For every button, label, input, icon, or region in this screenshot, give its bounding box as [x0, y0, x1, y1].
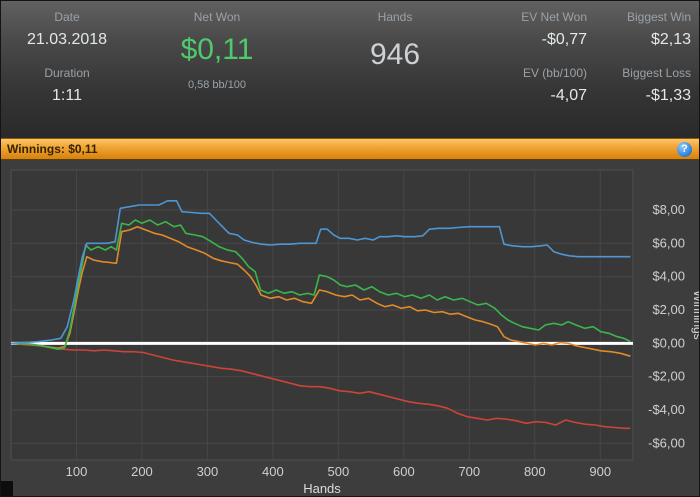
date-label: Date: [54, 10, 80, 24]
chart-panel: $8,00 $6,00 $4,00 $2,00 $0,00 -$2,00 -$4,00 -$6…: [1, 160, 700, 496]
net-won-label: Net Won: [193, 10, 241, 24]
ev-column: EV Net Won -$0,77 EV (bb/100) -4,07: [489, 1, 587, 138]
svg-text:100: 100: [66, 464, 88, 479]
svg-text:300: 300: [197, 464, 219, 479]
ev-biggest-group: EV Net Won -$0,77 EV (bb/100) -4,07 Bigg…: [489, 1, 699, 138]
svg-text:$0,00: $0,00: [652, 335, 685, 350]
winnings-section-header[interactable]: Winnings: $0,11 ?: [1, 138, 699, 160]
help-icon[interactable]: ?: [677, 142, 692, 157]
biggest-loss-label: Biggest Loss: [622, 66, 691, 80]
svg-text:-$2,00: -$2,00: [648, 369, 685, 384]
net-won-column: Net Won $0,11 0,58 bb/100: [133, 1, 301, 138]
svg-text:200: 200: [131, 464, 153, 479]
svg-text:Winnings: Winnings: [691, 290, 700, 339]
svg-text:800: 800: [524, 464, 546, 479]
winnings-section-label: Winnings: $0,11: [7, 142, 98, 156]
svg-text:-$6,00: -$6,00: [648, 435, 685, 450]
ev-bb100-value: -4,07: [550, 87, 587, 104]
winnings-chart: $8,00 $6,00 $4,00 $2,00 $0,00 -$2,00 -$4,00 -$6…: [10, 169, 700, 496]
net-won-bb100: 0,58 bb/100: [187, 79, 247, 91]
date-value: 21.03.2018: [26, 31, 108, 48]
stats-header: Date 21.03.2018 Duration 1:11 Net Won $0…: [1, 1, 699, 138]
ev-bb100-label: EV (bb/100): [522, 66, 587, 80]
svg-text:500: 500: [328, 464, 350, 479]
ev-net-won-value: -$0,77: [541, 31, 587, 48]
biggest-win-value: $2,13: [650, 31, 691, 48]
biggest-win-label: Biggest Win: [626, 10, 691, 24]
date-duration-column: Date 21.03.2018 Duration 1:11: [1, 1, 133, 138]
svg-text:600: 600: [393, 464, 415, 479]
hands-value: 946: [369, 38, 421, 71]
svg-text:400: 400: [262, 464, 284, 479]
window-corner: [1, 481, 13, 496]
svg-text:900: 900: [589, 464, 611, 479]
svg-text:$2,00: $2,00: [652, 302, 685, 317]
ev-net-won-label: EV Net Won: [521, 10, 587, 24]
svg-text:700: 700: [458, 464, 480, 479]
svg-text:$6,00: $6,00: [652, 235, 685, 250]
svg-text:Hands: Hands: [303, 481, 341, 496]
biggest-loss-value: -$1,33: [645, 87, 691, 104]
svg-text:$4,00: $4,00: [652, 269, 685, 284]
hands-label: Hands: [377, 10, 413, 24]
net-won-value: $0,11: [180, 33, 254, 66]
svg-text:-$4,00: -$4,00: [648, 402, 685, 417]
duration-label: Duration: [44, 66, 90, 80]
hands-column: Hands 946: [301, 1, 489, 138]
svg-text:$8,00: $8,00: [652, 202, 685, 217]
biggest-column: Biggest Win $2,13 Biggest Loss -$1,33: [603, 1, 691, 138]
duration-value: 1:11: [52, 87, 82, 104]
